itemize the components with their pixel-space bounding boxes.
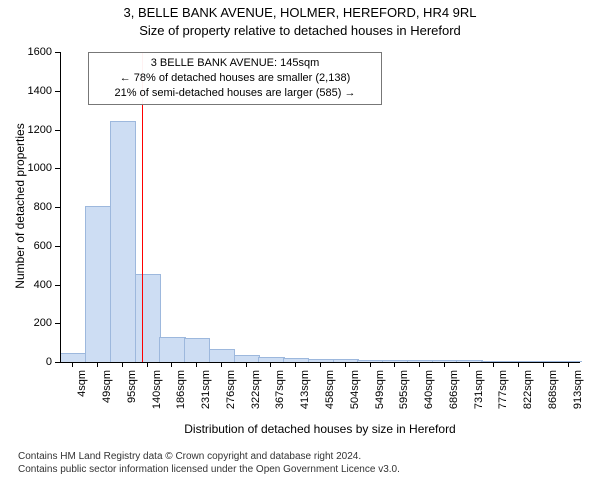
x-tick-label: 731sqm [473,370,485,420]
y-tick-mark [55,285,60,286]
y-tick-mark [55,323,60,324]
x-tick-mark [493,362,494,367]
x-tick-mark [320,362,321,367]
x-tick-mark [270,362,271,367]
x-tick-label: 322sqm [250,370,262,420]
x-tick-mark [97,362,98,367]
histogram-bar [234,355,260,362]
x-tick-label: 4sqm [76,370,88,420]
histogram-bar [135,274,161,362]
y-tick-mark [55,130,60,131]
y-tick-label: 1400 [0,85,52,97]
y-tick-label: 0 [0,356,52,368]
x-tick-label: 868sqm [547,370,559,420]
y-tick-mark [55,207,60,208]
annotation-line1: 3 BELLE BANK AVENUE: 145sqm [95,56,375,71]
histogram-bar [60,353,86,362]
y-tick-mark [55,246,60,247]
x-tick-mark [147,362,148,367]
x-tick-mark [394,362,395,367]
annotation-box: 3 BELLE BANK AVENUE: 145sqm ← 78% of det… [88,52,382,105]
x-tick-mark [196,362,197,367]
y-tick-mark [55,362,60,363]
x-tick-mark [444,362,445,367]
x-tick-mark [72,362,73,367]
x-tick-label: 822sqm [522,370,534,420]
x-tick-label: 686sqm [448,370,460,420]
footer-line1: Contains HM Land Registry data © Crown c… [18,450,400,463]
x-tick-label: 276sqm [225,370,237,420]
chart-container: 3, BELLE BANK AVENUE, HOLMER, HEREFORD, … [0,0,600,500]
x-tick-mark [221,362,222,367]
x-axis-title: Distribution of detached houses by size … [60,422,580,436]
x-tick-mark [295,362,296,367]
y-tick-label: 1600 [0,46,52,58]
x-tick-mark [518,362,519,367]
x-tick-label: 49sqm [101,370,113,420]
histogram-bar [159,337,185,362]
y-tick-label: 600 [0,240,52,252]
x-tick-label: 640sqm [423,370,435,420]
chart-title-line2: Size of property relative to detached ho… [0,22,600,40]
x-tick-label: 504sqm [349,370,361,420]
histogram-bar [184,338,210,362]
x-tick-mark [568,362,569,367]
y-tick-mark [55,52,60,53]
x-tick-mark [543,362,544,367]
x-tick-label: 458sqm [324,370,336,420]
x-tick-mark [419,362,420,367]
y-tick-label: 1200 [0,124,52,136]
chart-title-line1: 3, BELLE BANK AVENUE, HOLMER, HEREFORD, … [0,4,600,22]
x-tick-mark [370,362,371,367]
footer-block: Contains HM Land Registry data © Crown c… [18,450,400,476]
y-tick-label: 400 [0,279,52,291]
annotation-line2: ← 78% of detached houses are smaller (2,… [95,71,375,86]
y-tick-label: 1000 [0,162,52,174]
footer-line2: Contains public sector information licen… [18,463,400,476]
y-tick-mark [55,168,60,169]
histogram-bar [209,349,235,362]
x-tick-mark [345,362,346,367]
x-tick-label: 413sqm [299,370,311,420]
x-tick-label: 913sqm [572,370,584,420]
y-tick-label: 800 [0,201,52,213]
x-tick-mark [122,362,123,367]
x-tick-label: 595sqm [398,370,410,420]
x-tick-label: 231sqm [200,370,212,420]
x-tick-label: 140sqm [151,370,163,420]
x-tick-mark [246,362,247,367]
y-tick-label: 200 [0,317,52,329]
x-tick-label: 367sqm [274,370,286,420]
x-tick-mark [171,362,172,367]
x-tick-label: 186sqm [175,370,187,420]
y-axis-line [60,52,61,362]
x-tick-label: 95sqm [126,370,138,420]
y-tick-mark [55,91,60,92]
x-tick-label: 777sqm [497,370,509,420]
x-tick-mark [469,362,470,367]
histogram-bar [85,206,111,362]
chart-title-block: 3, BELLE BANK AVENUE, HOLMER, HEREFORD, … [0,0,600,39]
annotation-line3: 21% of semi-detached houses are larger (… [95,86,375,101]
x-tick-label: 549sqm [374,370,386,420]
histogram-bar [110,121,136,362]
